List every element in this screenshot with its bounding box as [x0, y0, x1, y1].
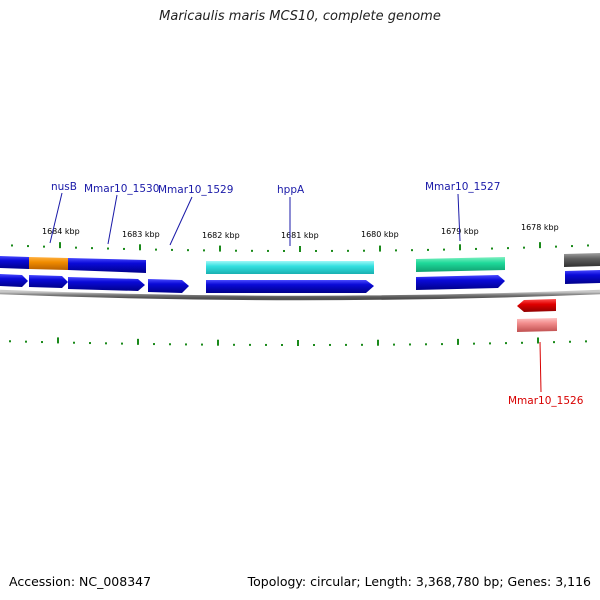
- tick-label-1684: 1684 kbp: [42, 227, 80, 236]
- feature-bar-Mmar10-1526[interactable]: [517, 318, 557, 332]
- cds-track-plus: [0, 270, 600, 293]
- cds-arrow-right-edge[interactable]: [565, 270, 600, 284]
- gene-label-Mmar10-1529[interactable]: Mmar10_1529: [158, 184, 233, 196]
- gene-label-Mmar10-1527[interactable]: Mmar10_1527: [425, 181, 500, 193]
- cds-arrow-nusB[interactable]: [29, 275, 68, 288]
- cds-arrow-Mmar10-1529[interactable]: [148, 279, 189, 293]
- tick-label-1678: 1678 kbp: [521, 223, 559, 232]
- callout-line-Mmar10-1527: [457, 193, 461, 242]
- gene-label-Mmar10-1530[interactable]: Mmar10_1530: [84, 183, 159, 195]
- gene-label-hppA[interactable]: hppA: [277, 184, 305, 196]
- feature-bar-hppA[interactable]: [206, 261, 374, 274]
- tick-label-1683: 1683 kbp: [122, 230, 160, 239]
- tick-label-1681: 1681 kbp: [281, 231, 319, 240]
- callout-line-Mmar10-1529: [169, 196, 193, 246]
- scale-ticks-upper: [11, 242, 589, 252]
- map-title: Maricaulis maris MCS10, complete genome: [159, 9, 441, 24]
- scale-ticks-lower: [9, 337, 587, 346]
- feature-track-outer: [0, 253, 600, 274]
- accession-text: Accession: NC_008347: [9, 574, 152, 589]
- gene-label-nusB[interactable]: nusB: [51, 181, 77, 193]
- tick-label-1682: 1682 kbp: [202, 231, 240, 240]
- gene-label-Mmar10-1526[interactable]: Mmar10_1526: [508, 395, 584, 407]
- cds-arrow-Mmar10-1530[interactable]: [68, 277, 145, 291]
- genome-backbone: [0, 289, 600, 301]
- tick-label-1680: 1680 kbp: [361, 230, 399, 239]
- cds-arrow-left-edge[interactable]: [0, 274, 28, 287]
- feature-bar-Mmar10-1530[interactable]: [68, 258, 146, 273]
- cds-arrow-Mmar10-1527[interactable]: [416, 275, 505, 290]
- feature-bar-right-gray[interactable]: [564, 253, 600, 267]
- callout-line-nusB: [49, 192, 63, 244]
- cds-arrow-Mmar10-1526[interactable]: [517, 299, 556, 312]
- feature-bar-nusB[interactable]: [29, 257, 68, 270]
- callout-line-Mmar10-1526: [539, 341, 542, 393]
- callout-line-Mmar10-1530: [107, 194, 118, 245]
- cds-arrow-hppA[interactable]: [206, 280, 374, 293]
- genome-summary-text: Topology: circular; Length: 3,368,780 bp…: [247, 574, 591, 589]
- cds-track-minus: [517, 299, 557, 332]
- feature-bar-Mmar10-1527[interactable]: [416, 257, 505, 272]
- gene-labels: nusB Mmar10_1530 Mmar10_1529 hppA Mmar10…: [49, 181, 584, 407]
- feature-bar-left-edge[interactable]: [0, 256, 29, 269]
